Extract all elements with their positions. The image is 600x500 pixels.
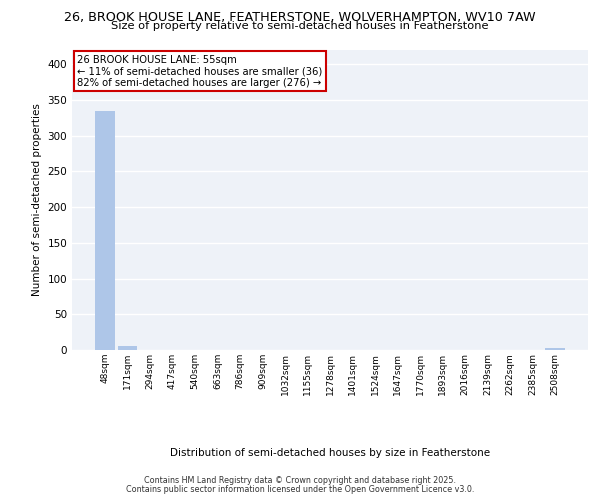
Text: Size of property relative to semi-detached houses in Featherstone: Size of property relative to semi-detach… <box>111 21 489 31</box>
Text: 26, BROOK HOUSE LANE, FEATHERSTONE, WOLVERHAMPTON, WV10 7AW: 26, BROOK HOUSE LANE, FEATHERSTONE, WOLV… <box>64 11 536 24</box>
Bar <box>118 346 137 350</box>
Y-axis label: Number of semi-detached properties: Number of semi-detached properties <box>32 104 42 296</box>
Text: Distribution of semi-detached houses by size in Featherstone: Distribution of semi-detached houses by … <box>170 448 490 458</box>
Text: Contains public sector information licensed under the Open Government Licence v3: Contains public sector information licen… <box>126 485 474 494</box>
Bar <box>95 110 115 350</box>
Text: 26 BROOK HOUSE LANE: 55sqm
← 11% of semi-detached houses are smaller (36)
82% of: 26 BROOK HOUSE LANE: 55sqm ← 11% of semi… <box>77 54 322 88</box>
Text: Contains HM Land Registry data © Crown copyright and database right 2025.: Contains HM Land Registry data © Crown c… <box>144 476 456 485</box>
Bar <box>545 348 565 350</box>
